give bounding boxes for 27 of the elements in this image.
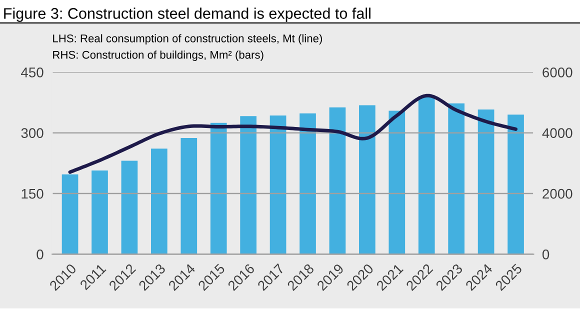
y2-tick-label: 0 bbox=[542, 250, 550, 260]
bar bbox=[151, 148, 168, 254]
bar bbox=[62, 174, 78, 254]
text: LHS: Real consumption of construction steels, Mt (line) bbox=[53, 34, 322, 45]
bar bbox=[359, 105, 376, 254]
y-tick-label: 450 bbox=[21, 67, 44, 78]
bar bbox=[300, 113, 316, 254]
bar bbox=[448, 103, 465, 254]
y2-tick-label: 2000 bbox=[542, 188, 572, 199]
bar bbox=[121, 160, 138, 254]
chart-title: Figure 3: Construction steel demand is expected to fall bbox=[4, 8, 370, 22]
bar bbox=[329, 107, 346, 254]
bar bbox=[92, 170, 108, 254]
bar bbox=[418, 96, 435, 254]
y-tick-label: 150 bbox=[22, 188, 44, 199]
bar bbox=[270, 116, 286, 254]
y2-tick-label: 6000 bbox=[542, 67, 572, 78]
bar bbox=[180, 138, 198, 254]
y-tick-label: 300 bbox=[21, 128, 44, 138]
bar bbox=[478, 109, 494, 254]
y2-tick-label: 4000 bbox=[542, 128, 572, 138]
bar bbox=[240, 116, 256, 254]
bar bbox=[210, 122, 227, 254]
bar bbox=[388, 110, 406, 254]
y-tick-label: 0 bbox=[36, 250, 44, 260]
bar bbox=[508, 114, 524, 254]
text: RHS: Construction of buildings, Mm² (bars) bbox=[53, 50, 264, 61]
